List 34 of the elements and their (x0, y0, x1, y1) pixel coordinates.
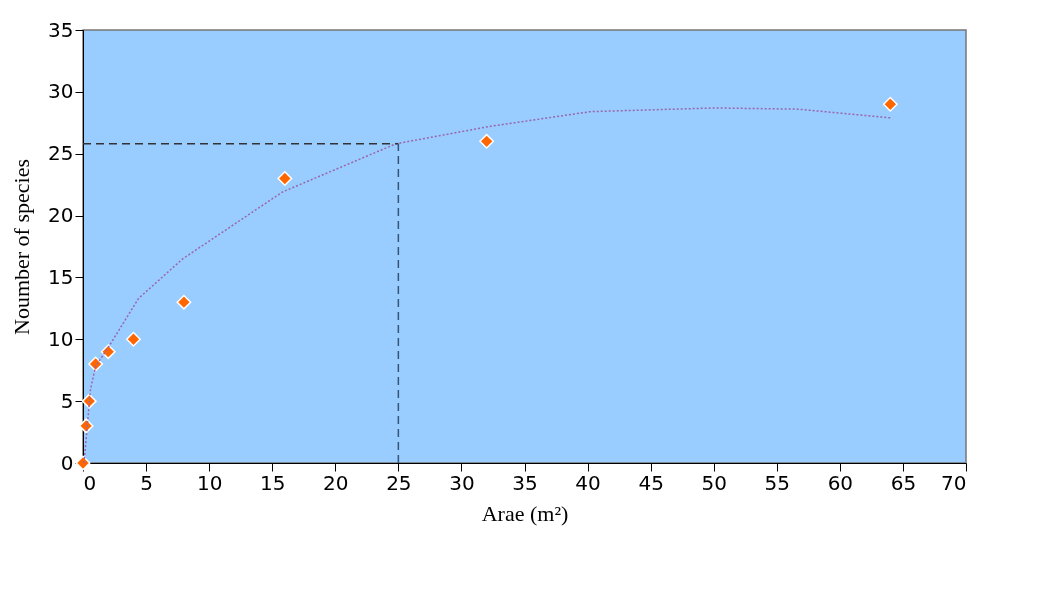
y-axis-title: Noumber of species (9, 159, 35, 335)
x-tick-label: 20 (323, 470, 349, 495)
x-tick-label: 10 (196, 470, 223, 495)
x-tick-label: 60 (827, 470, 854, 495)
y-tick-label: 0 (60, 450, 74, 475)
x-tick-label: 40 (575, 470, 601, 495)
point (81, 393, 97, 409)
x-tick-label: 65 (890, 470, 917, 495)
x-tick-label: 45 (638, 470, 664, 495)
x-tick-label: 70 (941, 470, 967, 495)
y-tick-label: 35 (48, 17, 74, 42)
point (88, 356, 104, 372)
point (126, 331, 141, 347)
x-tick-label: 25 (386, 470, 412, 495)
point (882, 96, 898, 112)
x-tick-label: 50 (701, 470, 727, 495)
point (277, 171, 293, 186)
x-tick-label: 55 (764, 470, 791, 495)
x-tick-label: 5 (140, 470, 153, 495)
y-tick-label: 10 (48, 326, 74, 351)
x-tick-label: 35 (512, 470, 538, 495)
point (100, 344, 116, 360)
x-axis-title: Arae (m²) (481, 500, 569, 526)
point (78, 418, 94, 434)
x-tick-label: 30 (449, 470, 475, 495)
y-tick-label: 15 (48, 264, 74, 289)
y-tick-label: 30 (48, 79, 74, 104)
x-tick-label: 0 (83, 470, 97, 495)
y-tick-label: 20 (48, 203, 74, 228)
point (479, 133, 495, 149)
point (176, 294, 192, 310)
y-tick-label: 5 (60, 388, 74, 413)
y-tick-label: 25 (48, 141, 74, 166)
x-tick-label: 15 (259, 470, 286, 495)
